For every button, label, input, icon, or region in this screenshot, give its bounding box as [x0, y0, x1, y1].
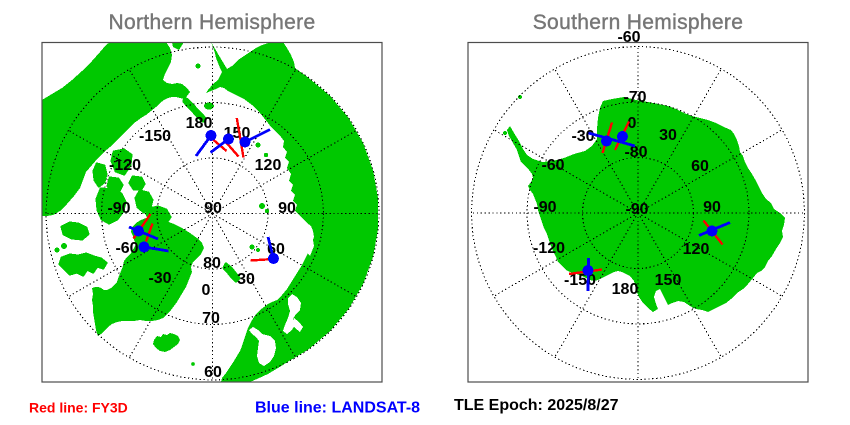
svg-text:0: 0 — [628, 115, 637, 132]
svg-text:-90: -90 — [625, 201, 648, 218]
svg-text:-60: -60 — [541, 157, 564, 174]
svg-text:-80: -80 — [624, 144, 647, 161]
svg-text:0: 0 — [202, 282, 211, 299]
svg-text:180: 180 — [612, 281, 639, 298]
svg-text:-30: -30 — [148, 270, 171, 287]
svg-text:180: 180 — [186, 115, 213, 132]
svg-text:70: 70 — [202, 310, 220, 327]
svg-text:-120: -120 — [109, 157, 141, 174]
svg-text:60: 60 — [691, 158, 709, 175]
svg-text:120: 120 — [255, 157, 282, 174]
svg-text:120: 120 — [683, 241, 710, 258]
svg-text:-60: -60 — [617, 29, 640, 46]
svg-text:60: 60 — [204, 364, 222, 381]
svg-text:Northern Hemisphere: Northern Hemisphere — [108, 11, 315, 34]
svg-text:30: 30 — [659, 127, 677, 144]
svg-text:Blue line: LANDSAT-8: Blue line: LANDSAT-8 — [255, 400, 420, 417]
svg-text:90: 90 — [703, 199, 721, 216]
svg-text:-90: -90 — [533, 199, 556, 216]
svg-text:-60: -60 — [115, 240, 138, 257]
svg-text:80: 80 — [203, 255, 221, 272]
svg-text:-150: -150 — [139, 128, 171, 145]
svg-text:90: 90 — [204, 200, 222, 217]
svg-text:30: 30 — [237, 271, 255, 288]
svg-text:-90: -90 — [107, 200, 130, 217]
svg-text:-120: -120 — [533, 240, 565, 257]
svg-text:150: 150 — [655, 272, 682, 289]
svg-text:-70: -70 — [623, 89, 646, 106]
svg-text:TLE Epoch: 2025/8/27: TLE Epoch: 2025/8/27 — [454, 397, 619, 414]
svg-text:90: 90 — [278, 200, 296, 217]
svg-text:Red line: FY3D: Red line: FY3D — [29, 400, 128, 416]
svg-text:Southern Hemisphere: Southern Hemisphere — [533, 11, 744, 34]
svg-text:-30: -30 — [571, 128, 594, 145]
